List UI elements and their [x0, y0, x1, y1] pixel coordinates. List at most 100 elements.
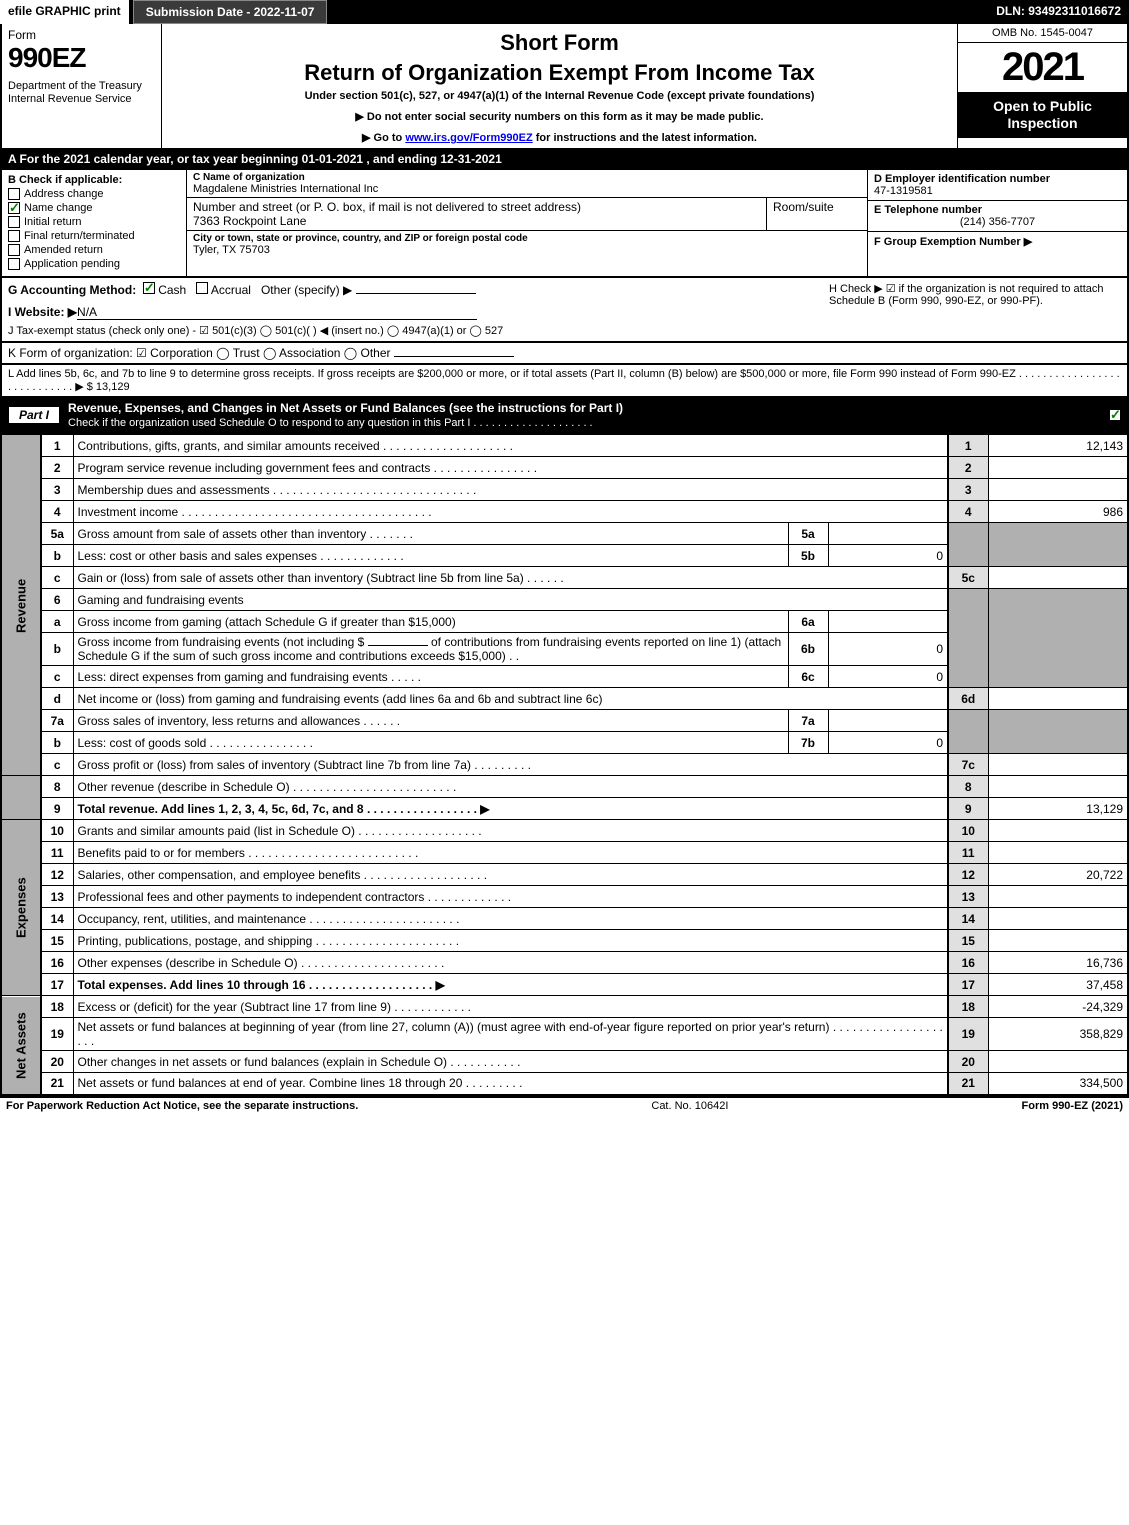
line-value [988, 688, 1128, 710]
line-value: 358,829 [988, 1018, 1128, 1051]
line-ref: 3 [948, 479, 988, 501]
subtitle: Under section 501(c), 527, or 4947(a)(1)… [170, 90, 949, 102]
row-desc: Grants and similar amounts paid (list in… [73, 820, 948, 842]
checkbox-accrual-icon[interactable] [196, 282, 208, 294]
checkbox-icon[interactable] [8, 216, 20, 228]
f-label: F Group Exemption Number ▶ [874, 236, 1032, 248]
line-value [988, 886, 1128, 908]
row-desc: Gross income from fundraising events (no… [73, 633, 788, 666]
row-desc: Gross income from gaming (attach Schedul… [73, 611, 788, 633]
row-num: b [41, 633, 73, 666]
line-value [988, 776, 1128, 798]
row-num: d [41, 688, 73, 710]
row-num: 7a [41, 710, 73, 732]
revenue-sidebar: Revenue [1, 435, 41, 776]
row-desc: Other revenue (describe in Schedule O) .… [73, 776, 948, 798]
sub-value: 0 [828, 633, 948, 666]
checkbox-icon[interactable] [8, 244, 20, 256]
g-cash: Cash [158, 283, 186, 297]
row-num: a [41, 611, 73, 633]
k-blank [394, 356, 514, 357]
room-label: Room/suite [773, 200, 861, 214]
sub-value: 0 [828, 545, 948, 567]
gray-cell [988, 710, 1128, 754]
k-text: K Form of organization: ☑ Corporation ◯ … [8, 346, 391, 360]
sub-ref: 6c [788, 666, 828, 688]
line-ref: 8 [948, 776, 988, 798]
line-ref: 2 [948, 457, 988, 479]
row-num: 19 [41, 1018, 73, 1051]
city-value: Tyler, TX 75703 [193, 244, 861, 256]
header-left: Form 990EZ Department of the Treasury In… [2, 24, 162, 148]
row-desc: Other changes in net assets or fund bala… [73, 1051, 948, 1073]
row-desc: Printing, publications, postage, and shi… [73, 930, 948, 952]
row-num: 13 [41, 886, 73, 908]
line-ref: 10 [948, 820, 988, 842]
row-num: 12 [41, 864, 73, 886]
r17-desc: Total expenses. Add lines 10 through 16 … [78, 978, 445, 992]
checkbox-icon[interactable] [8, 188, 20, 200]
row-desc: Membership dues and assessments . . . . … [73, 479, 948, 501]
cb-label: Address change [24, 188, 104, 200]
row-desc: Excess or (deficit) for the year (Subtra… [73, 996, 948, 1018]
checkbox-cash-icon[interactable] [143, 282, 155, 294]
cb-label: Final return/terminated [24, 230, 135, 242]
row-desc: Benefits paid to or for members . . . . … [73, 842, 948, 864]
checkbox-icon[interactable] [8, 230, 20, 242]
row-desc: Net assets or fund balances at end of ye… [73, 1073, 948, 1095]
f-block: F Group Exemption Number ▶ [868, 232, 1127, 276]
addr-label: Number and street (or P. O. box, if mail… [193, 200, 760, 214]
irs-link[interactable]: www.irs.gov/Form990EZ [405, 132, 532, 144]
checkbox-icon[interactable] [8, 202, 20, 214]
cb-label: Initial return [24, 216, 81, 228]
d-label: D Employer identification number [874, 173, 1121, 185]
row-desc: Gaming and fundraising events [73, 589, 948, 611]
schedule-o-checkbox-icon[interactable] [1109, 409, 1121, 421]
line-ref: 7c [948, 754, 988, 776]
line-value [988, 479, 1128, 501]
sub-ref: 7a [788, 710, 828, 732]
line-i: I Website: ▶N/A [8, 305, 821, 320]
row-desc: Less: direct expenses from gaming and fu… [73, 666, 788, 688]
gray-cell [948, 710, 988, 754]
g-label: G Accounting Method: [8, 283, 136, 297]
r9-desc: Total revenue. Add lines 1, 2, 3, 4, 5c,… [78, 802, 490, 816]
form-word: Form [8, 28, 155, 42]
row-num: 21 [41, 1073, 73, 1095]
footer: For Paperwork Reduction Act Notice, see … [0, 1096, 1129, 1114]
line-h: H Check ▶ ☑ if the organization is not r… [821, 282, 1121, 337]
row-desc: Net income or (loss) from gaming and fun… [73, 688, 948, 710]
line-ref: 18 [948, 996, 988, 1018]
line-value [988, 930, 1128, 952]
row-desc: Program service revenue including govern… [73, 457, 948, 479]
revenue-sidebar-cont [1, 776, 41, 820]
main-title: Return of Organization Exempt From Incom… [170, 60, 949, 86]
dln: DLN: 93492311016672 [988, 0, 1129, 24]
part-label: Part I [8, 406, 60, 424]
line-ref: 14 [948, 908, 988, 930]
g-accrual: Accrual [211, 283, 251, 297]
gray-cell [988, 589, 1128, 688]
part-check-line: Check if the organization used Schedule … [68, 417, 593, 429]
instr-2: ▶ Go to www.irs.gov/Form990EZ for instru… [170, 131, 949, 144]
line-ref: 19 [948, 1018, 988, 1051]
line-ref: 1 [948, 435, 988, 457]
row-num: 16 [41, 952, 73, 974]
sub-ref: 6a [788, 611, 828, 633]
row-desc: Gross sales of inventory, less returns a… [73, 710, 788, 732]
short-form-title: Short Form [170, 30, 949, 56]
section-bcd: B Check if applicable: Address change Na… [0, 170, 1129, 278]
line-ref: 13 [948, 886, 988, 908]
form-header: Form 990EZ Department of the Treasury In… [0, 24, 1129, 150]
row-num: 5a [41, 523, 73, 545]
row-num: c [41, 754, 73, 776]
c-name-row: C Name of organization Magdalene Ministr… [187, 170, 867, 198]
top-bar: efile GRAPHIC print Submission Date - 20… [0, 0, 1129, 24]
checkbox-icon[interactable] [8, 258, 20, 270]
row-desc: Gain or (loss) from sale of assets other… [73, 567, 948, 589]
line-value: 16,736 [988, 952, 1128, 974]
sub-value: 0 [828, 666, 948, 688]
netassets-sidebar: Net Assets [1, 996, 41, 1095]
instr2-pre: ▶ Go to [362, 132, 405, 144]
row-num: 20 [41, 1051, 73, 1073]
